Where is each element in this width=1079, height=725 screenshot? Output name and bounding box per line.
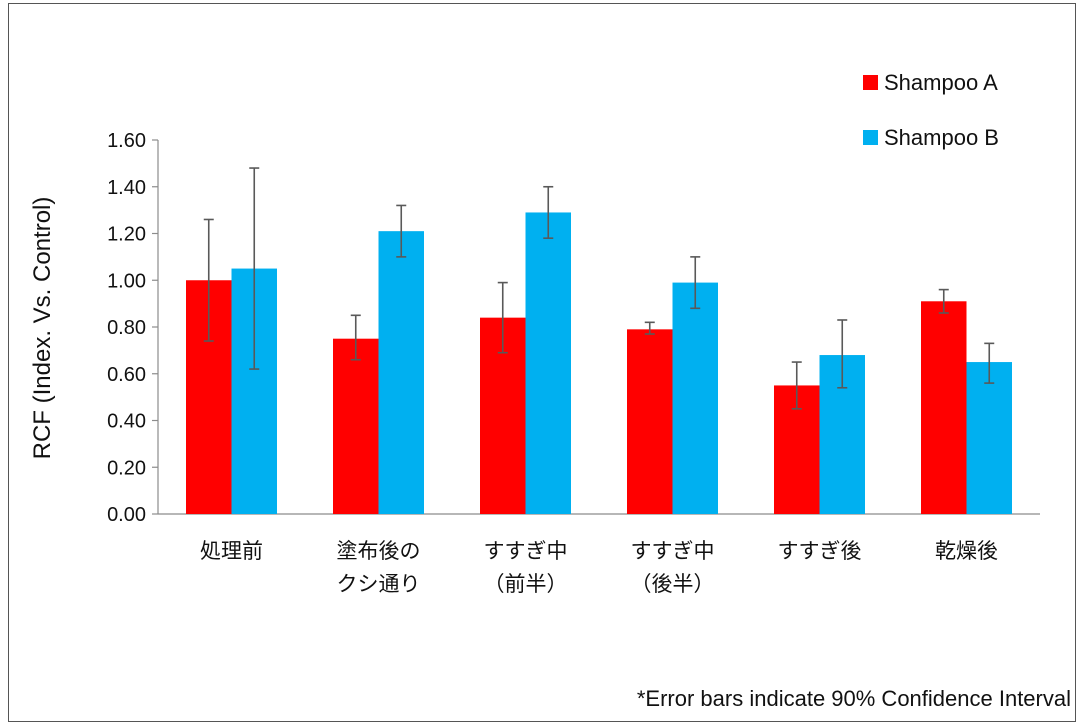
legend-swatch [863, 130, 878, 145]
bar-shampoo-b [672, 282, 718, 514]
y-axis-title: RCF (Index. Vs. Control) [29, 197, 56, 460]
x-category-label: クシ通り [337, 572, 421, 596]
y-tick-label: 1.40 [107, 177, 146, 199]
legend-label: Shampoo B [884, 125, 999, 150]
bar-shampoo-a [627, 329, 673, 514]
y-tick-label: 0.00 [107, 504, 146, 526]
y-tick-label: 1.20 [107, 224, 146, 246]
bar-shampoo-a [333, 338, 379, 514]
y-tick-label: 0.60 [107, 364, 146, 386]
bars [186, 212, 1012, 514]
legend-label: Shampoo A [884, 70, 998, 95]
error-bar-note: *Error bars indicate 90% Confidence Inte… [637, 686, 1071, 711]
y-tick-label: 1.60 [107, 130, 146, 152]
bar-shampoo-a [921, 301, 967, 514]
x-category-label: すすぎ中 [484, 539, 568, 563]
bar-shampoo-b [525, 212, 571, 514]
x-category-label: 処理前 [200, 539, 263, 563]
x-category-label: （後半） [631, 572, 715, 596]
y-axis: 0.00 0.20 0.40 0.60 0.80 1.00 1.20 1.40 1.60 [107, 130, 1040, 526]
y-tick-label: 0.80 [107, 317, 146, 339]
bar-shampoo-b [966, 362, 1012, 514]
legend-swatch [863, 75, 878, 90]
error-bars [203, 167, 995, 410]
x-category-label: すすぎ後 [778, 539, 862, 563]
y-tick-label: 1.00 [107, 270, 146, 292]
x-category-label: 塗布後の [337, 539, 421, 563]
y-tick-label: 0.20 [107, 457, 146, 479]
x-category-label: （前半） [484, 572, 568, 596]
y-tick-label: 0.40 [107, 411, 146, 433]
bar-shampoo-b [378, 231, 424, 514]
legend: Shampoo A Shampoo B [863, 70, 999, 150]
x-category-label: 乾燥後 [935, 539, 998, 563]
x-category-label: すすぎ中 [631, 539, 715, 563]
